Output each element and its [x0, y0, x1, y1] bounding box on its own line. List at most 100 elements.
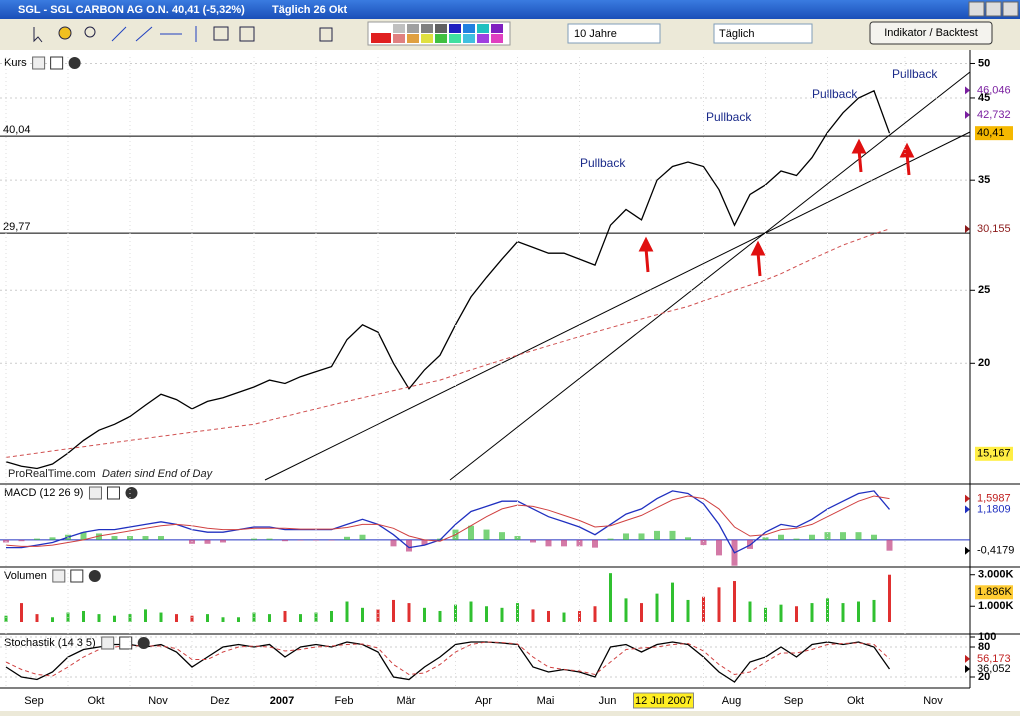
- series-line: [5, 495, 890, 547]
- histogram-bar: [886, 539, 893, 551]
- volume-bar: [35, 614, 39, 622]
- histogram-bar: [111, 536, 118, 540]
- series-line: [5, 641, 890, 677]
- volume-bar: [4, 615, 8, 622]
- pointer-tool[interactable]: [33, 27, 43, 43]
- interval-select[interactable]: [713, 23, 813, 44]
- value-marker-label: -0,4179: [977, 545, 1014, 557]
- volume-bar: [407, 603, 411, 622]
- fib-tool[interactable]: [213, 26, 229, 41]
- value-marker-arrow: [965, 86, 970, 95]
- volume-bar: [888, 574, 891, 622]
- panel-close[interactable]: [137, 637, 150, 649]
- y-tick-label: 45: [978, 92, 990, 104]
- annotation: Pullback: [812, 87, 858, 101]
- range-select[interactable]: [567, 23, 661, 44]
- volume-bar: [159, 612, 163, 622]
- maximize[interactable]: [985, 1, 1002, 17]
- panel-window[interactable]: [119, 636, 133, 650]
- volume-bar: [97, 614, 101, 622]
- range-value: 10 Jahre: [574, 28, 617, 40]
- y-tick-label: 1.000K: [978, 600, 1014, 612]
- minimize[interactable]: [968, 1, 985, 17]
- volume-bar: [500, 607, 504, 622]
- volume-bar: [144, 609, 147, 622]
- value-marker-label: 36,052: [977, 663, 1011, 675]
- panel-close[interactable]: [88, 570, 101, 582]
- histogram-bar: [623, 533, 629, 540]
- annotation: Pullback: [706, 110, 752, 124]
- cursor-label: 12 Jul 2007: [635, 695, 692, 707]
- window-period: Täglich 26 Okt: [272, 4, 348, 16]
- histogram-bar: [530, 539, 536, 543]
- x-tick-label: Nov: [148, 695, 168, 707]
- value-marker-arrow: [965, 494, 970, 503]
- x-tick-label: Jun: [599, 695, 617, 707]
- panel-close[interactable]: [125, 487, 138, 499]
- panel-window[interactable]: [70, 569, 84, 583]
- volume-bar: [531, 609, 535, 622]
- volume-bar: [283, 610, 287, 622]
- annotation: Pullback: [892, 67, 938, 81]
- value-marker-arrow: [965, 110, 970, 119]
- volume-bar: [841, 603, 845, 622]
- y-tick-label: 20: [978, 671, 990, 683]
- panel-close[interactable]: [68, 57, 81, 69]
- volume-bar: [345, 601, 349, 622]
- value-marker-arrow: [965, 654, 970, 663]
- value-marker-box: [975, 585, 1013, 600]
- panel-window[interactable]: [106, 486, 120, 500]
- x-tick-label: Apr: [475, 695, 492, 707]
- volume-bar: [578, 610, 581, 622]
- histogram-bar: [576, 539, 583, 547]
- volume-bar: [469, 601, 473, 622]
- histogram-bar: [824, 532, 831, 540]
- panel-settings[interactable]: [101, 636, 115, 650]
- channel-tool[interactable]: [135, 26, 153, 42]
- volume-bar: [593, 606, 597, 622]
- zoom-tool[interactable]: [84, 26, 96, 38]
- annotation: Pullback: [580, 156, 626, 170]
- histogram-bar: [685, 537, 691, 540]
- histogram-bar: [468, 525, 474, 540]
- histogram-bar: [359, 534, 366, 540]
- indicator-button[interactable]: [869, 21, 993, 45]
- text-tool[interactable]: [239, 26, 255, 42]
- histogram-bar: [871, 534, 877, 540]
- alert-tool[interactable]: [58, 26, 72, 40]
- volume-bar: [717, 587, 721, 622]
- histogram-bar: [49, 537, 56, 540]
- value-marker-label: 46,046: [977, 84, 1011, 96]
- histogram-bar: [142, 536, 149, 540]
- histogram-bar: [793, 538, 800, 540]
- volume-bar: [128, 614, 132, 622]
- x-tick-label: 2007: [270, 695, 294, 707]
- reference-label: 40,04: [3, 124, 31, 136]
- volume-bar: [20, 603, 23, 622]
- color-palette[interactable]: [367, 21, 511, 46]
- panel-settings[interactable]: [52, 569, 66, 583]
- x-tick-label: Aug: [722, 695, 742, 707]
- volume-bar: [810, 603, 814, 622]
- volume-bar: [175, 614, 178, 622]
- panel-settings[interactable]: [32, 56, 46, 70]
- histogram-bar: [421, 539, 428, 546]
- panel-settings[interactable]: [88, 486, 102, 500]
- volume-bar: [221, 617, 225, 622]
- panel-title: MACD (12 26 9): [4, 487, 83, 499]
- delete-tool[interactable]: [319, 27, 333, 42]
- histogram-bar: [251, 538, 257, 540]
- close[interactable]: [1002, 1, 1019, 17]
- volume-bar: [237, 617, 240, 622]
- volume-bar: [330, 610, 333, 622]
- histogram-bar: [80, 532, 87, 540]
- volume-bar: [686, 599, 690, 622]
- volume-bar: [423, 607, 426, 622]
- line-tool[interactable]: [111, 26, 127, 42]
- histogram-bar: [607, 538, 614, 540]
- panel-window[interactable]: [50, 56, 64, 70]
- histogram-bar: [778, 534, 784, 540]
- panel-title: Kurs: [4, 57, 27, 69]
- volume-bar: [206, 614, 209, 622]
